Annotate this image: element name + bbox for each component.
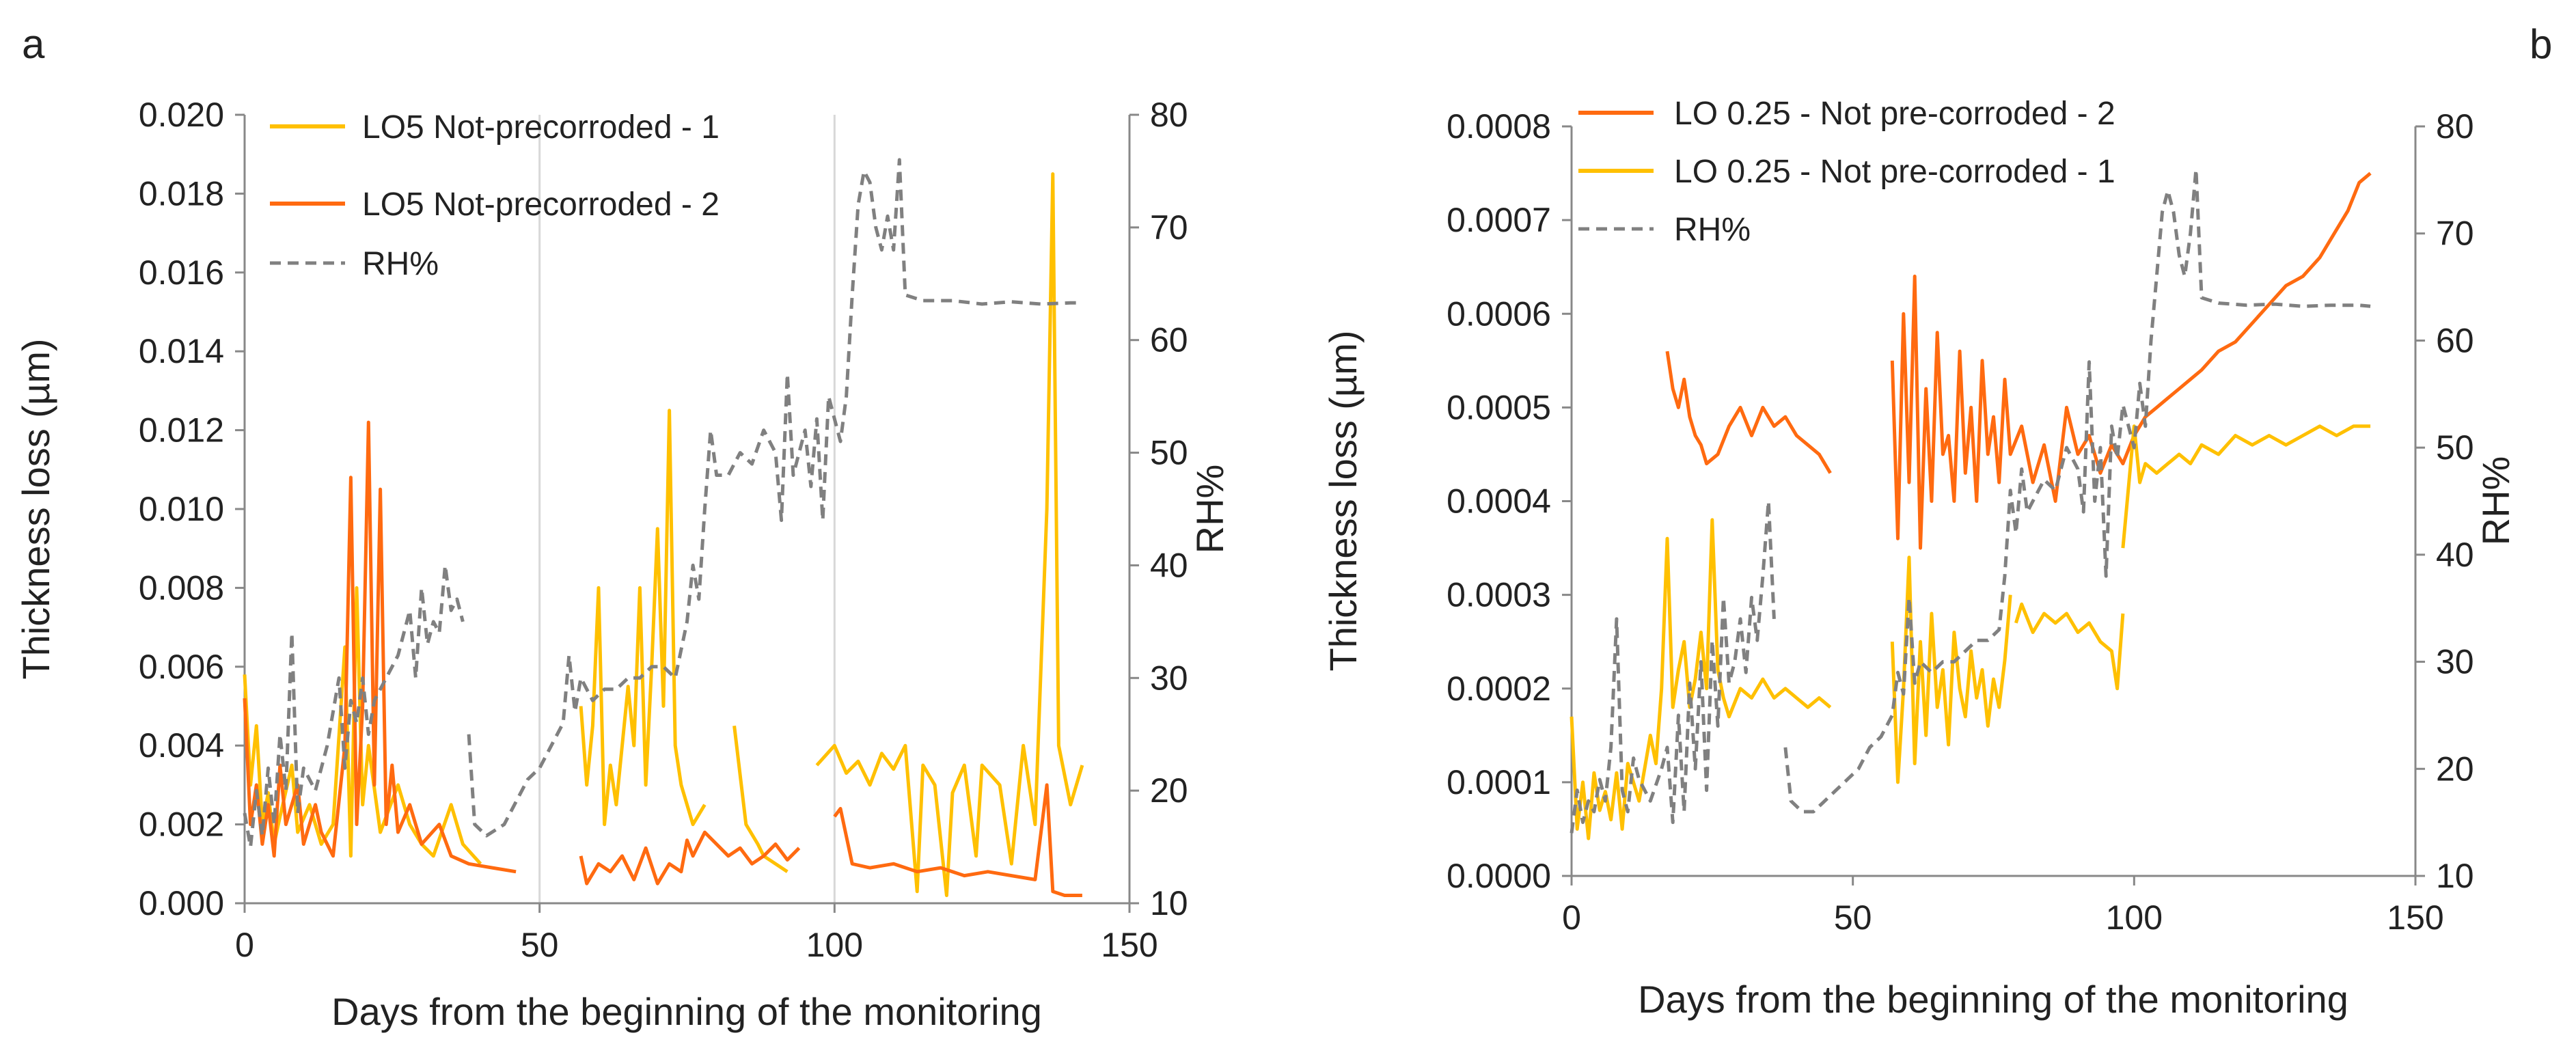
y2-tick-label: 80 [2436,107,2474,146]
y-tick-label: 0.010 [139,490,224,528]
series-line-rh [1570,499,1776,834]
y-tick-label: 0.008 [139,568,224,607]
chart-panel-b: b 0 50 100 150 0.0000 0.0001 0.0002 0.0003 0.000… [1321,21,2552,1021]
x-tick-label: 150 [2387,898,2443,937]
series-line-rh [467,158,1082,838]
y-tick-label: 0.014 [139,332,224,370]
series-line-lo-0-25-not-pre-corroded-1 [2121,424,2371,549]
series-line-lo-0-25-not-pre-corroded-1 [1890,555,2012,784]
plot-area-a [243,158,1084,897]
series-line-rh [1783,167,2371,814]
y-tick-label: 0.0007 [1447,201,1551,239]
y2-tick-label: 20 [2436,750,2474,788]
panel-letter-b: b [2530,21,2552,67]
y2-tick-label: 40 [2436,536,2474,574]
series-line-lo5-not-precorroded-1 [815,172,1084,897]
y2-axis-title-b: RH% [2474,456,2517,546]
y2-tick-label: 70 [1150,208,1188,247]
ticks-a: 0 50 100 150 0.000 0.002 0.004 0.006 0.008 0.010 0… [139,96,1188,964]
plot-area-b [1570,167,2372,840]
chart-panel-a: a 0 50 100 150 0.000 0.002 0.004 0.006 0.008 0.01… [14,21,1231,1033]
legend-a: LO5 Not-precorroded - 1 LO5 Not-precorro… [270,109,720,282]
y-tick-label: 0.000 [139,884,224,922]
legend-b: LO 0.25 - Not pre-corroded - 2 LO 0.25 -… [1578,96,2115,248]
x-tick-label: 50 [521,926,559,964]
legend-label-rh-a: RH% [362,246,439,282]
legend-label-lo5-2: LO5 Not-precorroded - 2 [362,187,720,223]
y2-tick-label: 80 [1150,96,1188,134]
y-tick-label: 0.0003 [1447,576,1551,614]
y2-tick-label: 50 [1150,434,1188,472]
series-line-lo5-not-precorroded-2 [243,420,517,874]
series-line-lo5-not-precorroded-2 [579,830,801,885]
legend-label-rh-b: RH% [1674,212,1751,248]
y2-tick-label: 10 [2436,857,2474,895]
x-tick-label: 100 [2106,898,2163,937]
series-line-lo-0-25-not-pre-corroded-2 [1665,351,1832,474]
y2-tick-label: 60 [2436,321,2474,359]
y2-axis-title-a: RH% [1188,465,1231,554]
ticks-b: 0 50 100 150 0.0000 0.0001 0.0002 0.0003 0.0004 0… [1447,107,2474,937]
legend-label-lo025-1: LO 0.25 - Not pre-corroded - 1 [1674,154,2115,190]
y-tick-label: 0.004 [139,726,224,765]
y2-tick-label: 50 [2436,428,2474,467]
y2-tick-label: 30 [1150,659,1188,697]
x-tick-label: 100 [806,926,863,964]
y-tick-label: 0.0008 [1447,107,1551,146]
x-axis-title-b: Days from the beginning of the monitorin… [1638,978,2348,1021]
series-line-rh [243,563,465,849]
series-line-lo-0-25-not-pre-corroded-1 [2014,602,2125,691]
y-tick-label: 0.0000 [1447,857,1551,895]
y-tick-label: 0.0001 [1447,763,1551,801]
y-axis-title-b: Thickness loss (µm) [1321,331,1365,672]
x-tick-label: 150 [1101,926,1157,964]
legend-label-lo5-1: LO5 Not-precorroded - 1 [362,109,720,146]
series-line-lo5-not-precorroded-1 [579,409,707,827]
y-tick-label: 0.0002 [1447,670,1551,708]
series-line-lo5-not-precorroded-2 [833,783,1082,897]
y-tick-label: 0.006 [139,648,224,686]
y2-tick-label: 20 [1150,771,1188,810]
y2-tick-label: 30 [2436,643,2474,681]
y2-tick-label: 60 [1150,321,1188,359]
x-axis-title-a: Days from the beginning of the monitorin… [331,990,1042,1033]
y-tick-label: 0.016 [139,253,224,292]
y-axis-title-a: Thickness loss (µm) [14,339,57,680]
panel-letter-a: a [22,21,45,67]
legend-label-lo025-2: LO 0.25 - Not pre-corroded - 2 [1674,96,2115,132]
x-tick-label: 0 [1562,898,1581,937]
y-tick-label: 0.018 [139,174,224,212]
y2-tick-label: 10 [1150,884,1188,922]
x-tick-label: 50 [1834,898,1872,937]
y2-tick-label: 40 [1150,546,1188,584]
y-tick-label: 0.020 [139,96,224,134]
series-line-lo5-not-precorroded-1 [732,726,789,873]
x-tick-label: 0 [235,926,254,964]
series-line-lo-0-25-not-pre-corroded-2 [1890,171,2372,550]
y-tick-label: 0.0004 [1447,482,1551,521]
y-tick-label: 0.0005 [1447,388,1551,426]
y-tick-label: 0.002 [139,806,224,844]
y-tick-label: 0.012 [139,411,224,450]
y2-tick-label: 70 [2436,215,2474,253]
y-tick-label: 0.0006 [1447,294,1551,333]
series-line-lo-0-25-not-pre-corroded-1 [1570,518,1832,840]
